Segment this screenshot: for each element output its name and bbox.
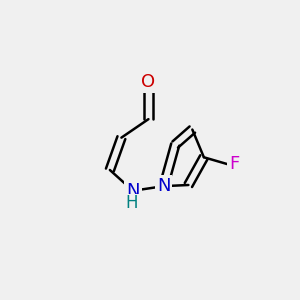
Text: O: O	[141, 73, 155, 91]
Text: F: F	[229, 155, 239, 173]
Text: N: N	[126, 182, 140, 200]
Text: H: H	[126, 194, 138, 212]
Text: N: N	[157, 177, 170, 195]
